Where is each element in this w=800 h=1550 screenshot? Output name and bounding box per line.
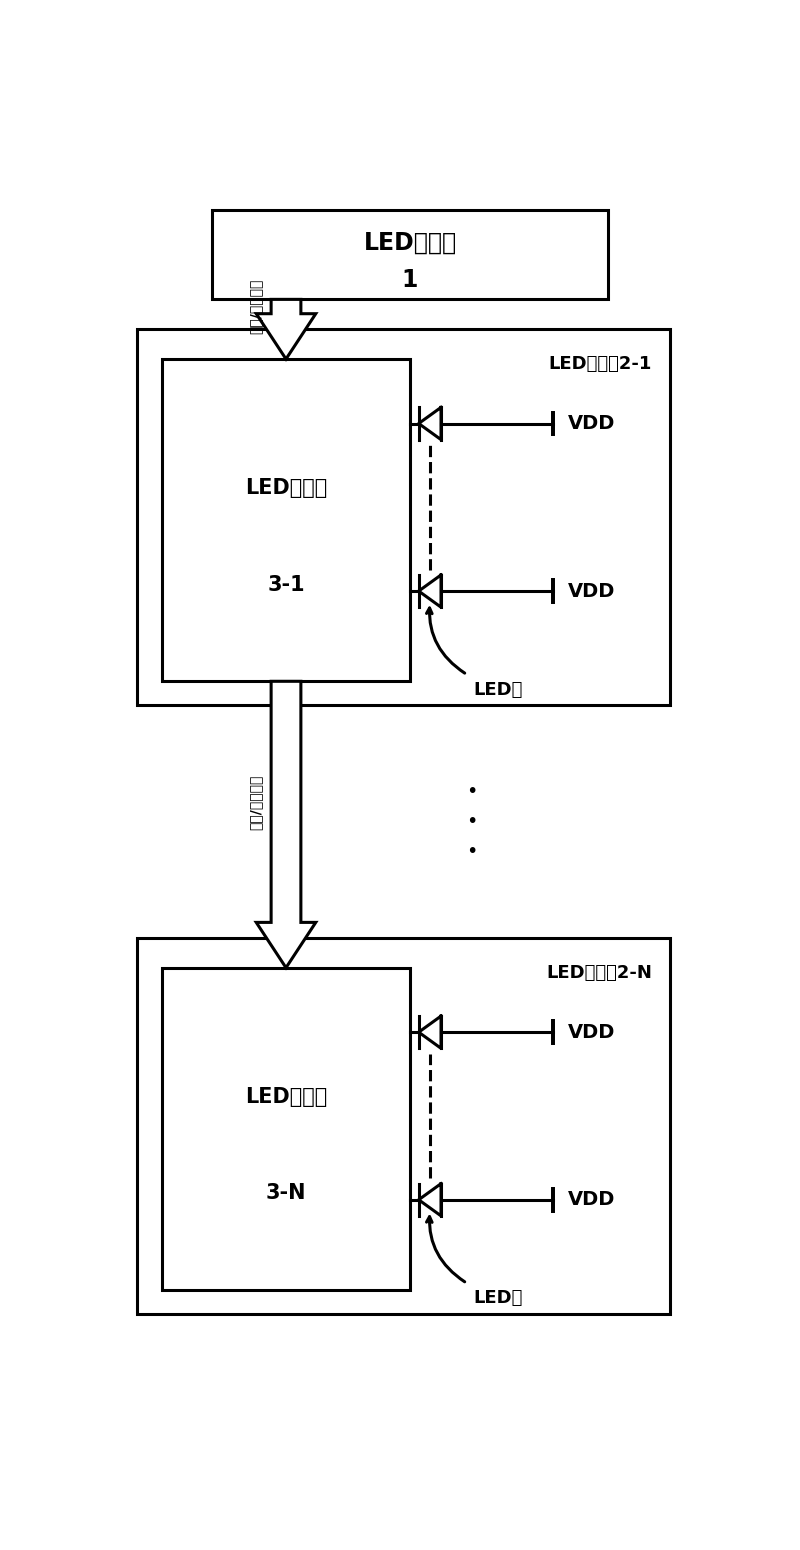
Text: LED驱动板: LED驱动板 — [245, 477, 327, 498]
Bar — [138, 938, 670, 1314]
Polygon shape — [418, 408, 441, 440]
Text: 3-1: 3-1 — [267, 575, 305, 595]
Text: LED灯: LED灯 — [474, 680, 522, 699]
Text: LED控制器: LED控制器 — [363, 231, 457, 256]
Text: 1: 1 — [402, 268, 418, 291]
Text: VDD: VDD — [568, 1190, 615, 1209]
Text: VDD: VDD — [568, 414, 615, 432]
Polygon shape — [418, 1184, 441, 1215]
Bar — [211, 209, 609, 299]
Text: LED单元板2-1: LED单元板2-1 — [549, 355, 652, 374]
Bar — [162, 967, 410, 1290]
Text: VDD: VDD — [568, 581, 615, 600]
Text: 数据/控制信号: 数据/控制信号 — [249, 279, 262, 335]
Text: •: • — [466, 812, 478, 831]
Text: 数据/控制信号: 数据/控制信号 — [249, 773, 262, 829]
Text: LED驱动板: LED驱动板 — [245, 1087, 327, 1107]
Polygon shape — [256, 299, 316, 360]
Bar — [138, 329, 670, 705]
Bar — [162, 360, 410, 682]
Text: 3-N: 3-N — [266, 1183, 306, 1203]
Text: •: • — [466, 783, 478, 801]
Text: LED灯: LED灯 — [474, 1290, 522, 1307]
Polygon shape — [256, 682, 316, 967]
Text: VDD: VDD — [568, 1023, 615, 1042]
Text: •: • — [466, 842, 478, 860]
Polygon shape — [418, 1017, 441, 1048]
Polygon shape — [418, 575, 441, 608]
Text: LED单元板2-N: LED单元板2-N — [546, 964, 652, 983]
